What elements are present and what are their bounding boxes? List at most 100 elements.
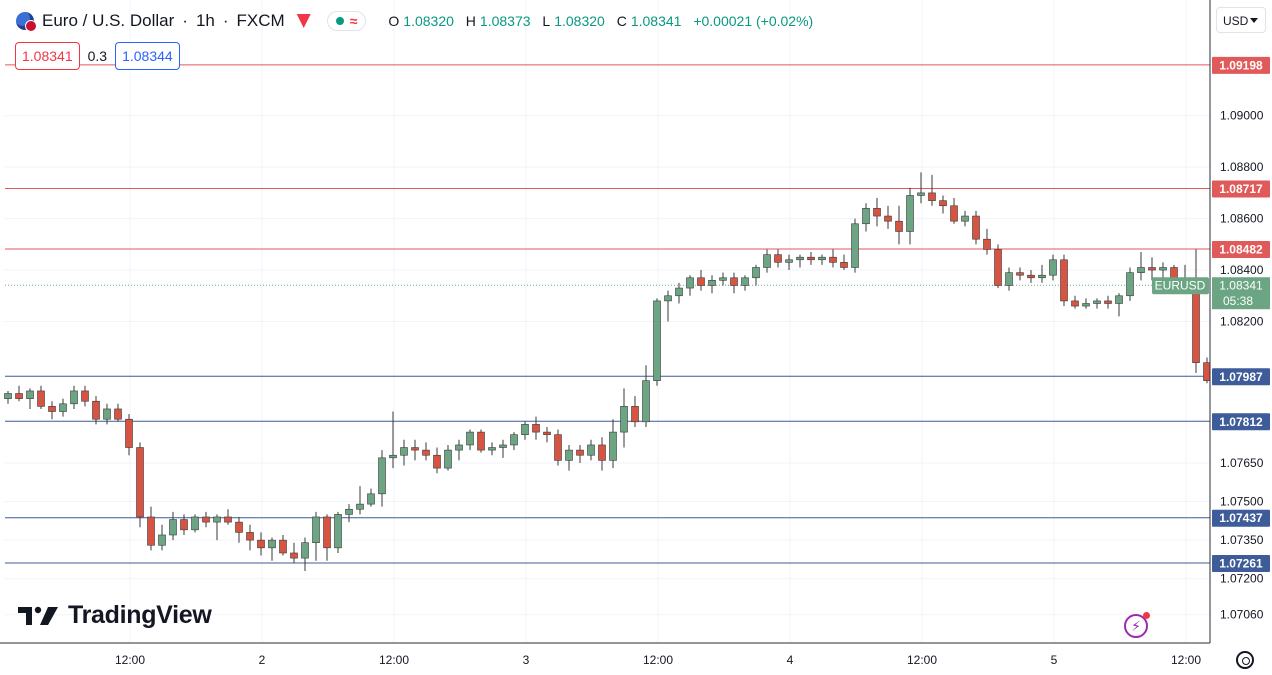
bearish-candle	[81, 390, 89, 402]
x-tick-label: 5	[1051, 653, 1058, 667]
exchange-name: FXCM	[236, 11, 285, 30]
timeframe[interactable]: 1h	[195, 11, 215, 30]
change-value: +0.00021 (+0.02%)	[693, 13, 814, 29]
close-value: 1.08341	[630, 13, 682, 29]
bearish-candle	[290, 552, 298, 559]
chart-grid	[5, 0, 1210, 643]
y-tick-label: 1.08400	[1220, 263, 1264, 277]
time-axis-background	[0, 643, 1272, 675]
bearish-candle	[202, 516, 210, 523]
bearish-candle	[1148, 267, 1156, 271]
resistance-level-tag	[1212, 56, 1270, 74]
bullish-candle	[455, 444, 463, 451]
symbol-name[interactable]: Euro / U.S. Dollar	[42, 11, 175, 30]
bearish-candle	[114, 408, 122, 420]
tradingview-logo-mark-icon	[18, 606, 58, 625]
bullish-candle	[664, 295, 672, 302]
market-status-pill[interactable]: ≈	[326, 11, 367, 31]
sell-price-button[interactable]: 1.08341	[15, 42, 80, 70]
bullish-candle	[851, 223, 859, 268]
x-tick-label: 12:00	[643, 653, 673, 667]
bullish-candle	[26, 390, 34, 399]
support-level-tag	[1212, 555, 1270, 573]
y-tick-label: 1.07500	[1220, 495, 1264, 509]
x-tick-label: 12:00	[1171, 653, 1201, 667]
x-tick-label: 3	[523, 653, 530, 667]
bullish-candle	[609, 431, 617, 461]
bullish-candle	[169, 519, 177, 536]
legend-separator: ·	[182, 11, 188, 30]
level-tag-label: 1.08482	[1219, 242, 1263, 256]
bullish-candle	[741, 277, 749, 286]
bearish-candle	[730, 277, 738, 286]
support-level-tag	[1212, 509, 1270, 527]
bearish-candle	[1203, 362, 1211, 381]
bullish-candle	[719, 277, 727, 281]
currency-selector[interactable]: USD	[1216, 7, 1266, 33]
bearish-candle	[928, 192, 936, 201]
bullish-candle	[4, 393, 12, 399]
bearish-candle	[477, 431, 485, 451]
support-level-tag	[1212, 413, 1270, 431]
lightning-icon[interactable]: ⚡	[1124, 612, 1150, 638]
bullish-candle	[191, 516, 199, 531]
bullish-candle	[378, 457, 386, 495]
bearish-candle	[1104, 300, 1112, 304]
tradingview-logo[interactable]: TradingView	[18, 601, 212, 630]
bearish-candle	[1027, 274, 1035, 279]
bearish-candle	[972, 215, 980, 240]
bullish-candle	[565, 449, 573, 461]
bearish-candle	[543, 431, 551, 435]
bearish-candle	[257, 539, 265, 549]
bearish-candle	[873, 208, 881, 217]
y-tick-label: 1.08800	[1220, 160, 1264, 174]
bearish-candle	[422, 449, 430, 456]
bearish-candle	[433, 454, 441, 469]
y-tick-label: 1.07350	[1220, 533, 1264, 547]
bullish-candle	[103, 408, 111, 420]
bullish-candle	[785, 259, 793, 263]
bullish-candle	[917, 192, 925, 196]
y-tick-label: 1.09000	[1220, 109, 1264, 123]
level-tag-label: 1.07812	[1219, 415, 1263, 429]
buy-price-button[interactable]: 1.08344	[115, 42, 180, 70]
bearish-candle	[532, 424, 540, 433]
settings-gear-icon[interactable]	[1236, 651, 1254, 669]
eur-usd-flag-icon	[16, 12, 37, 32]
ohlc-values: O 1.08320 H 1.08373 L 1.08320 C 1.08341 +0.0…	[388, 13, 817, 29]
bearish-candle	[224, 516, 232, 523]
bearish-candle	[323, 516, 331, 549]
resistance-level-tag	[1212, 240, 1270, 258]
bullish-candle	[334, 514, 342, 549]
bullish-candle	[752, 267, 760, 279]
bullish-candle	[708, 280, 716, 286]
bullish-candle	[587, 444, 595, 456]
bearish-candle	[92, 400, 100, 420]
bearish-candle	[807, 256, 815, 261]
symbol-tag	[1152, 277, 1209, 295]
bearish-candle	[631, 406, 639, 423]
level-tag-label: 1.09198	[1219, 58, 1263, 72]
bullish-candle	[213, 516, 221, 523]
x-tick-label: 4	[787, 653, 794, 667]
bearish-candle	[840, 262, 848, 268]
bullish-candle	[400, 447, 408, 456]
y-tick-label: 1.08200	[1220, 315, 1264, 329]
legend-separator: ·	[222, 11, 229, 30]
resistance-level-tag	[1212, 180, 1270, 198]
bearish-candle	[147, 516, 155, 546]
tradingview-logo-text: TradingView	[68, 601, 212, 629]
horizontal-level-lines	[5, 64, 1210, 564]
bullish-candle	[1093, 300, 1101, 304]
market-open-dot-icon	[335, 17, 344, 25]
x-tick-label: 2	[259, 653, 266, 667]
bearish-candle	[554, 434, 562, 461]
bearish-candle	[411, 447, 419, 451]
bullish-candle	[818, 256, 826, 261]
buy-sell-panel: 1.08341 0.3 1.08344	[15, 42, 180, 70]
bullish-candle	[1049, 259, 1057, 276]
bullish-candle	[268, 539, 276, 549]
bullish-candle	[862, 208, 870, 225]
alert-flag-icon[interactable]	[296, 14, 311, 28]
